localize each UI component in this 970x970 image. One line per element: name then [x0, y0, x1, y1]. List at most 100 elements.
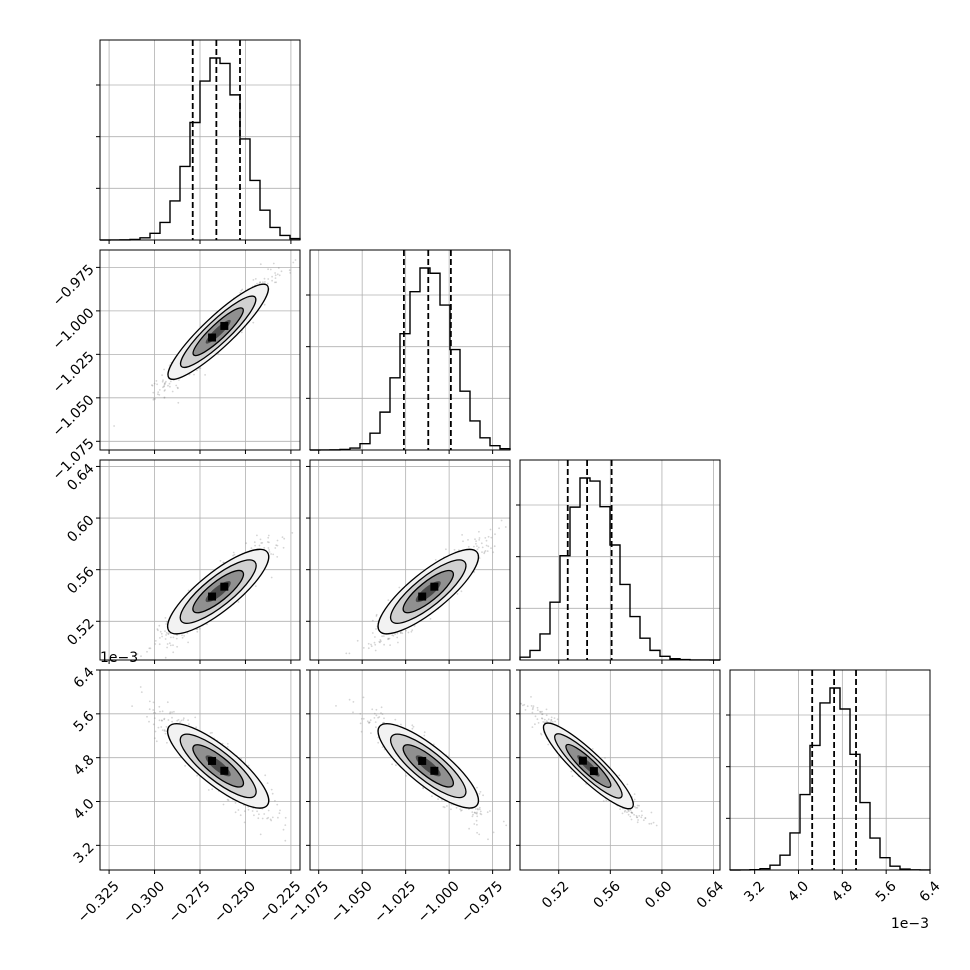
sample-point — [362, 647, 365, 649]
sample-point — [154, 398, 156, 400]
sample-point — [170, 636, 172, 639]
sample-point — [168, 642, 171, 645]
sample-point — [206, 623, 208, 626]
x-tick-label: −0.975 — [458, 878, 506, 926]
sample-point — [167, 632, 170, 635]
sample-point — [222, 803, 225, 806]
sample-point — [158, 719, 161, 722]
sample-point — [504, 526, 507, 528]
sample-point — [395, 764, 397, 767]
sample-point — [369, 719, 372, 721]
y-tick-label: 0.60 — [64, 512, 97, 545]
sample-point — [462, 540, 464, 543]
sample-point — [389, 644, 391, 646]
sample-point — [113, 425, 115, 427]
sample-point — [258, 813, 260, 816]
sample-point — [182, 717, 185, 720]
y-tick-label: −0.975 — [50, 262, 98, 310]
sample-point — [476, 545, 478, 547]
sample-point — [380, 706, 383, 709]
sample-point — [373, 641, 376, 644]
sample-point — [277, 267, 280, 269]
scatter-panel-3-1: −1.075−1.050−1.025−1.000−0.975 — [284, 669, 511, 926]
sample-point — [493, 545, 496, 548]
sample-point — [367, 647, 370, 650]
sample-point — [159, 637, 161, 639]
density-cell — [220, 582, 229, 591]
sample-point — [476, 831, 478, 834]
sample-point — [380, 712, 382, 714]
sample-point — [391, 634, 394, 636]
sample-point — [239, 292, 242, 294]
sample-point — [176, 719, 179, 722]
sample-point — [262, 281, 264, 284]
sample-point — [261, 817, 264, 820]
sample-point — [289, 272, 292, 274]
sample-point — [492, 551, 495, 554]
sample-point — [475, 542, 477, 545]
sample-point — [172, 651, 175, 654]
sample-point — [399, 631, 402, 634]
sample-point — [227, 799, 230, 802]
sample-point — [550, 716, 553, 719]
sample-point — [257, 817, 260, 820]
sample-point — [259, 833, 262, 836]
sample-point — [394, 718, 397, 721]
sample-point — [163, 383, 166, 386]
sample-point — [184, 765, 187, 767]
sample-point — [153, 382, 156, 385]
sample-point — [490, 547, 492, 549]
sample-point — [487, 838, 489, 841]
sample-point — [167, 633, 170, 636]
sample-point — [401, 632, 404, 635]
sample-point — [164, 638, 167, 640]
sample-point — [405, 775, 407, 777]
sample-point — [270, 576, 273, 579]
sample-point — [169, 712, 171, 715]
sample-point — [239, 814, 242, 817]
sample-point — [171, 711, 174, 714]
sample-point — [152, 391, 155, 394]
sample-point — [479, 791, 482, 793]
sample-point — [243, 810, 246, 813]
sample-point — [158, 705, 161, 708]
sample-point — [207, 789, 210, 791]
sample-point — [437, 798, 439, 800]
sample-point — [161, 374, 164, 376]
sample-point — [153, 717, 156, 719]
x-tick-label: −0.275 — [166, 878, 214, 926]
sample-point — [259, 281, 261, 283]
scatter-panel-2-0: 0.520.560.600.64 — [64, 459, 301, 664]
sample-point — [379, 641, 381, 644]
sample-point — [271, 792, 274, 795]
sample-point — [159, 710, 161, 713]
sample-point — [180, 719, 183, 722]
sample-point — [164, 617, 167, 619]
x-tick-label: 4.8 — [829, 878, 856, 905]
sample-point — [478, 530, 480, 533]
sample-point — [280, 270, 283, 273]
sample-point — [486, 550, 489, 552]
panel-frame — [519, 459, 721, 661]
sample-point — [168, 382, 171, 385]
sample-point — [387, 637, 390, 640]
sample-point — [374, 636, 376, 638]
sample-point — [375, 708, 378, 711]
sample-point — [378, 640, 381, 643]
sample-point — [471, 811, 474, 813]
sample-point — [148, 647, 151, 650]
sample-point — [291, 532, 294, 534]
sample-point — [172, 644, 174, 647]
sample-point — [157, 629, 159, 632]
sample-point — [258, 282, 261, 285]
sample-point — [460, 809, 462, 812]
sample-point — [164, 389, 166, 391]
sample-point — [391, 763, 393, 766]
sample-point — [167, 384, 169, 387]
sample-point — [478, 537, 481, 539]
sample-point — [635, 816, 638, 819]
sample-point — [169, 644, 172, 647]
y-tick-label: 0.52 — [64, 616, 97, 649]
sample-point — [151, 384, 154, 387]
sample-point — [475, 540, 477, 543]
